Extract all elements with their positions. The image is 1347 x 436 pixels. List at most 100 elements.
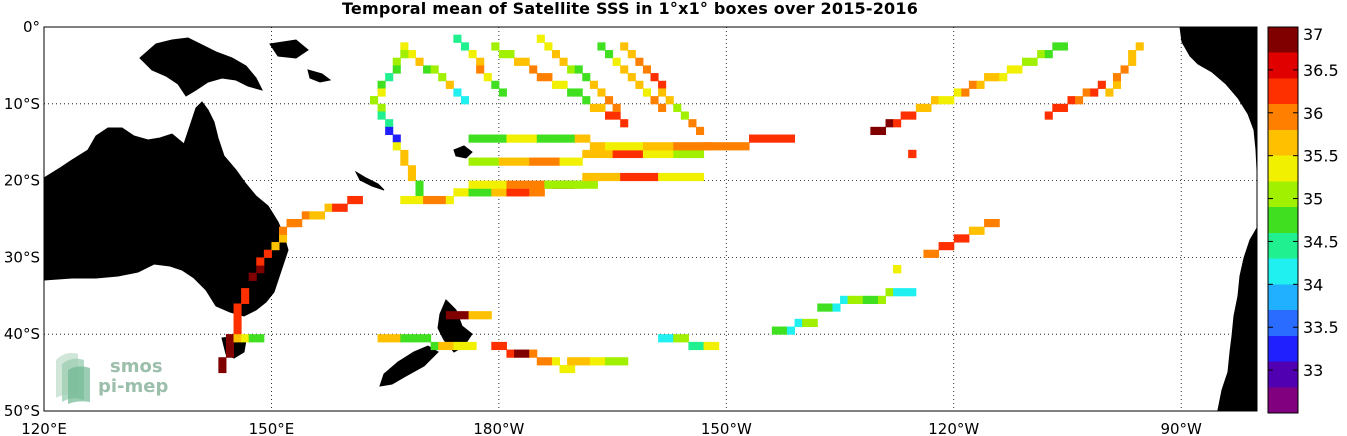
- sss-cell: [1052, 103, 1061, 112]
- sss-cell: [468, 180, 477, 189]
- new-caledonia-land: [354, 170, 385, 191]
- sss-cell: [407, 195, 416, 205]
- sss-cell: [885, 288, 894, 297]
- sss-cell: [385, 334, 394, 343]
- sss-cell: [218, 364, 227, 374]
- sss-cell: [779, 326, 788, 335]
- sss-cell: [536, 73, 545, 82]
- sss-cell: [536, 134, 545, 143]
- sss-cell: [498, 341, 507, 351]
- sss-cell: [650, 73, 659, 82]
- sss-cell: [582, 357, 591, 366]
- sss-cell: [642, 65, 651, 74]
- sss-cell: [574, 134, 583, 143]
- sss-cell: [574, 88, 583, 97]
- sss-cell: [392, 142, 401, 151]
- sss-cell: [938, 96, 947, 105]
- sss-cell: [794, 318, 803, 328]
- sss-cells: [218, 34, 1144, 374]
- sss-cell: [749, 134, 758, 143]
- sss-cell: [551, 357, 561, 366]
- sss-cell: [620, 65, 629, 74]
- sss-cell: [1112, 73, 1122, 82]
- sss-cell: [605, 149, 614, 159]
- sss-cell: [688, 149, 697, 159]
- sss-cell: [567, 65, 576, 74]
- sss-cell: [377, 80, 386, 89]
- sss-cell: [544, 357, 553, 366]
- sss-cell: [650, 149, 659, 159]
- sss-cell: [559, 157, 568, 166]
- lat-tick-label: 30°S: [4, 248, 40, 266]
- logo-line1: smos: [110, 356, 163, 377]
- sss-cell: [225, 341, 235, 351]
- sss-cell: [620, 357, 629, 366]
- sss-cell: [999, 73, 1008, 82]
- sss-cell: [271, 242, 280, 251]
- lat-tick-label: 50°S: [4, 402, 40, 420]
- colorbar-label: 36.5: [1303, 61, 1339, 80]
- sss-cell: [908, 288, 917, 297]
- sss-cell: [506, 134, 515, 143]
- sss-cell: [1128, 57, 1137, 66]
- sss-cell: [476, 65, 485, 74]
- sss-cell: [695, 142, 705, 151]
- sss-cell: [460, 311, 470, 320]
- lat-tick-label: 40°S: [4, 325, 40, 343]
- lat-tick-label: 0°: [23, 18, 40, 36]
- sss-cell: [931, 249, 940, 258]
- sss-cell: [688, 341, 697, 351]
- smos-pimep-logo: smos pi-mep: [56, 352, 168, 404]
- sss-cell: [567, 180, 576, 189]
- sss-cell: [544, 180, 553, 189]
- sss-cell: [415, 180, 424, 189]
- sss-cell: [764, 134, 773, 143]
- sss-cell: [400, 195, 409, 205]
- sss-cell: [468, 157, 477, 166]
- sss-cell: [658, 142, 667, 151]
- colorbar-gradient: [1267, 26, 1299, 414]
- sss-cell: [771, 134, 780, 143]
- sss-cell: [514, 157, 523, 166]
- sss-cell: [248, 334, 257, 343]
- sss-cell: [893, 265, 902, 274]
- sss-cell: [385, 119, 394, 128]
- sss-cell: [786, 134, 796, 143]
- sss-cell: [241, 295, 250, 304]
- sss-cell: [605, 96, 614, 105]
- sss-cell: [574, 357, 583, 366]
- sss-cell: [961, 88, 970, 97]
- sss-cell: [460, 42, 470, 51]
- sss-cell: [476, 188, 485, 197]
- lon-tick-label: 120°W: [928, 420, 979, 436]
- sss-cell: [506, 157, 515, 166]
- sss-cell: [650, 96, 659, 105]
- sss-cell: [1067, 96, 1076, 105]
- colorbar: 37 36.5 36 35.5 35 34.5 34 33.5 33: [1267, 25, 1339, 414]
- sss-cell: [392, 334, 401, 343]
- sss-cell: [680, 334, 689, 343]
- sss-cell: [931, 96, 940, 105]
- sss-cell: [612, 142, 621, 151]
- sss-cell: [582, 134, 591, 143]
- logo-line2: pi-mep: [98, 376, 168, 397]
- colorbar-label: 36: [1303, 104, 1323, 123]
- sss-cell: [984, 73, 993, 82]
- sss-cell: [673, 103, 682, 112]
- sss-cell: [680, 172, 689, 182]
- sss-cell: [612, 172, 621, 182]
- sss-cell: [620, 119, 629, 128]
- sss-cell: [559, 364, 568, 374]
- sss-cell: [597, 357, 606, 366]
- sss-cell: [536, 180, 545, 189]
- sss-cell: [551, 180, 561, 189]
- sss-cell: [392, 134, 401, 143]
- sss-cell: [673, 149, 682, 159]
- sss-cell: [627, 149, 636, 159]
- sss-cell: [498, 180, 507, 189]
- sss-cell: [589, 142, 598, 151]
- sss-cell: [476, 180, 485, 189]
- sss-cell: [620, 149, 629, 159]
- sss-cell: [779, 134, 788, 143]
- sss-cell: [468, 311, 477, 320]
